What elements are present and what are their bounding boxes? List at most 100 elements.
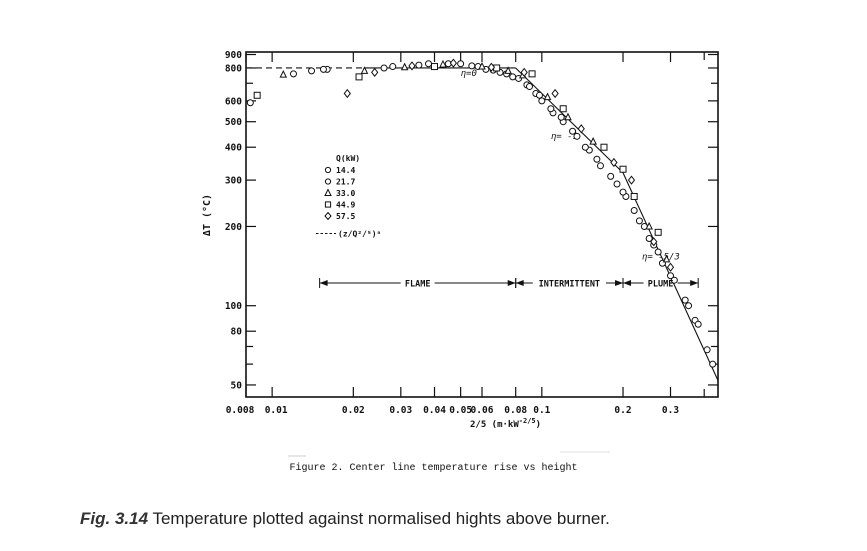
x-axis-label: 2/5 (m·kW-2/5) xyxy=(470,417,541,430)
y-tick-label: 300 xyxy=(225,176,242,187)
x-tick-label: 0.1 xyxy=(533,405,550,416)
data-point-circle xyxy=(308,67,316,75)
data-point-circle xyxy=(569,127,577,135)
legend-title: Q(kW) xyxy=(336,154,360,163)
data-points xyxy=(246,58,717,368)
data-point-circle xyxy=(457,60,465,68)
x-tick-label: 0.06 xyxy=(471,405,494,416)
data-point-circle xyxy=(509,73,517,81)
data-point-diamond xyxy=(487,62,496,72)
data-point-diamond xyxy=(343,88,351,99)
legend: Q(kW) 14.4 21.7 33.0 44.9 57.5 (z/Q²/⁵)ⁿ xyxy=(316,154,381,239)
x-tick-label: 0.08 xyxy=(504,405,527,416)
y-tick-label: 900 xyxy=(225,50,242,61)
region-arrowhead xyxy=(690,279,699,286)
y-axis-label: ΔT (°C) xyxy=(202,194,213,236)
data-point-circle xyxy=(703,346,711,354)
data-point-circle xyxy=(694,320,702,328)
data-point-square xyxy=(619,165,627,173)
data-point-diamond xyxy=(551,88,559,99)
data-point-circle xyxy=(613,180,621,188)
data-point-triangle xyxy=(564,112,572,121)
x-tick-label: 0.3 xyxy=(662,405,679,416)
data-point-square xyxy=(528,70,536,78)
data-point-circle xyxy=(596,162,604,170)
region-arrowhead xyxy=(507,279,516,286)
data-point-circle xyxy=(635,217,643,225)
book-caption: Fig. 3.14 Temperature plotted against no… xyxy=(80,509,610,529)
slope-annotation: η= -1 xyxy=(551,132,578,142)
data-point-circle xyxy=(557,113,565,121)
legend-label: 44.9 xyxy=(336,201,355,210)
data-point-triangle xyxy=(645,221,653,230)
data-point-circle xyxy=(685,302,693,310)
legend-dash-label: (z/Q²/⁵)ⁿ xyxy=(338,230,381,239)
data-point-diamond xyxy=(371,67,379,77)
legend-marker-diamond xyxy=(324,211,332,221)
y-tick-label: 400 xyxy=(225,143,242,154)
data-point-circle xyxy=(581,143,589,151)
data-point-circle xyxy=(525,83,533,91)
data-point-circle xyxy=(630,206,638,214)
data-point-circle xyxy=(619,188,627,196)
data-point-circle xyxy=(535,91,543,99)
x-tick-label: 0.008 xyxy=(226,405,255,416)
data-point-circle xyxy=(573,132,581,140)
region-arrowhead xyxy=(623,279,632,286)
reference-line: η=0 η= -1 η= -5/3 xyxy=(246,67,719,381)
data-point-triangle xyxy=(543,92,552,101)
axis-labels: ΔT (°C) 2/5 (m·kW-2/5) xyxy=(202,194,610,457)
legend-label: 14.4 xyxy=(336,166,355,175)
book-caption-text: Temperature plotted against normalised h… xyxy=(148,509,610,528)
data-point-diamond xyxy=(520,67,528,77)
data-point-circle xyxy=(593,155,601,163)
data-point-triangle xyxy=(662,254,671,263)
x-tick-label: 0.01 xyxy=(265,405,288,416)
figure-caption: Figure 2. Center line temperature rise v… xyxy=(289,463,578,474)
data-point-square xyxy=(253,91,261,99)
region-arrowhead xyxy=(319,279,328,286)
legend-label: 33.0 xyxy=(336,189,355,198)
legend-marker-circle xyxy=(324,178,332,185)
data-point-diamond xyxy=(577,124,585,134)
data-point-circle xyxy=(319,65,327,73)
data-point-square xyxy=(654,228,662,236)
y-tick-label: 200 xyxy=(225,222,242,233)
data-point-triangle xyxy=(360,66,369,74)
data-point-triangle xyxy=(400,62,409,71)
data-point-circle xyxy=(425,60,433,68)
region-label: PLUME xyxy=(648,279,674,289)
slope-annotation: η= -5/3 xyxy=(642,252,680,262)
book-caption-number: Fig. 3.14 xyxy=(80,509,149,528)
data-point-circle xyxy=(289,70,297,78)
data-point-circle xyxy=(670,276,678,284)
axis-ticks: 0.008 0.01 0.02 0.03 0.04 0.050.06 0.08 0.1 0.2 0… xyxy=(225,50,718,416)
data-point-circle xyxy=(389,63,397,71)
data-point-circle xyxy=(547,105,555,113)
data-point-diamond xyxy=(666,262,675,272)
legend-label: 57.5 xyxy=(336,212,355,221)
x-tick-label: 0.04 xyxy=(423,405,446,416)
y-tick-label: 100 xyxy=(225,301,242,312)
data-point-circle xyxy=(654,248,662,256)
y-tick-label: 500 xyxy=(225,117,242,128)
reference-line-segment xyxy=(515,67,624,174)
legend-label: 21.7 xyxy=(336,178,355,187)
data-point-square xyxy=(600,143,608,151)
data-point-circle xyxy=(667,272,675,280)
data-point-circle xyxy=(415,61,423,69)
x-tick-label: 0.2 xyxy=(614,405,631,416)
data-point-triangle xyxy=(589,137,597,145)
data-point-circle xyxy=(607,172,615,180)
data-point-square xyxy=(630,192,638,200)
region-label: FLAME xyxy=(405,279,431,289)
x-tick-label: 0.05 xyxy=(449,405,472,416)
legend-marker-circle xyxy=(324,166,332,174)
y-tick-label: 50 xyxy=(231,380,243,391)
data-point-triangle xyxy=(504,66,512,74)
y-tick-label: 800 xyxy=(225,63,242,74)
legend-marker-triangle xyxy=(324,188,332,196)
legend-marker-square xyxy=(324,201,332,208)
slope-annotation: η=0 xyxy=(461,69,477,79)
